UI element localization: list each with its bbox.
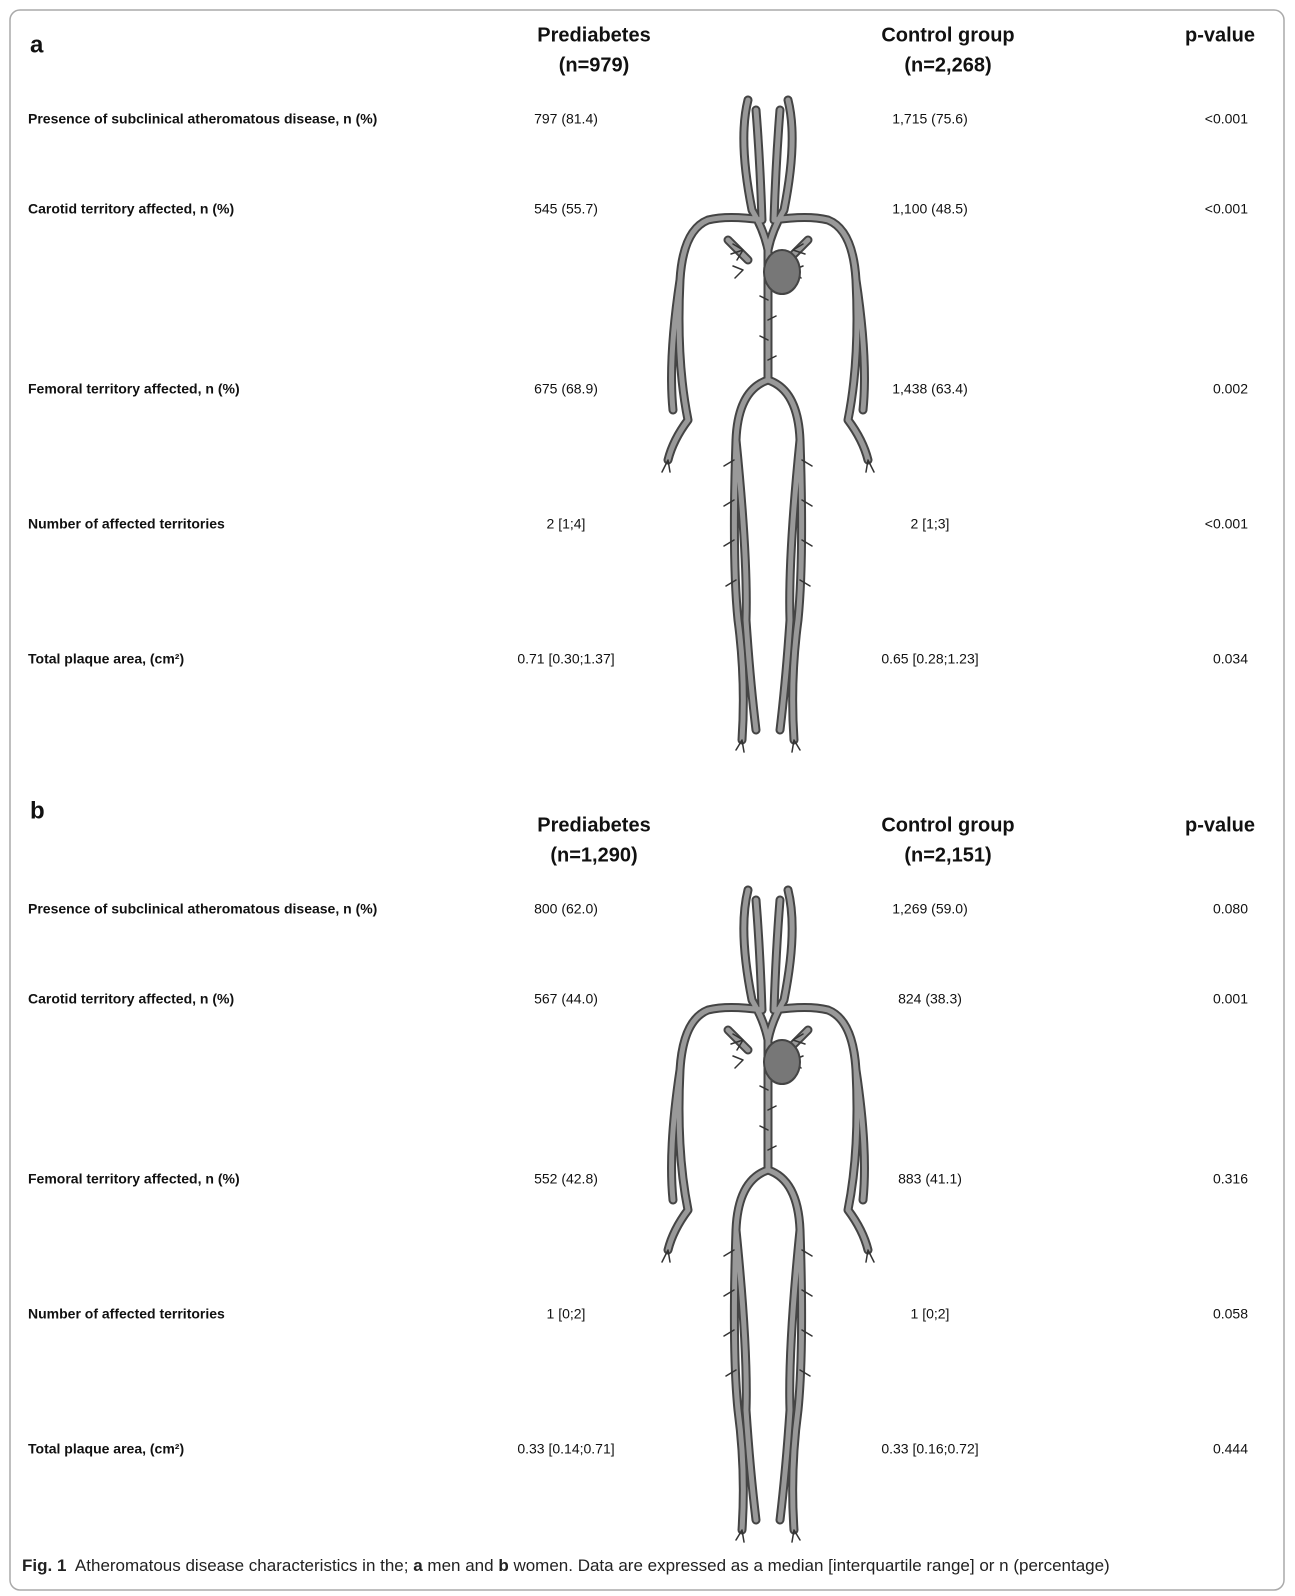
figure: a Prediabetes (n=979) Control group (n=2,268… xyxy=(0,0,1295,1596)
row-label: Carotid territory affected, n (%) xyxy=(28,201,234,217)
caption-label: Fig. 1 xyxy=(22,1556,66,1575)
column-header: (n=2,151) xyxy=(904,844,991,866)
prediabetes-value: 552 (42.8) xyxy=(534,1171,598,1187)
row-label: Femoral territory affected, n (%) xyxy=(28,1171,240,1187)
vascular-illustration xyxy=(662,100,874,752)
p-value: 0.058 xyxy=(1213,1306,1248,1322)
p-value: <0.001 xyxy=(1205,201,1248,217)
panel-label: b xyxy=(30,797,45,824)
control-value: 883 (41.1) xyxy=(898,1171,962,1187)
column-header: (n=979) xyxy=(559,54,630,76)
prediabetes-value: 545 (55.7) xyxy=(534,201,598,217)
column-header: Control group xyxy=(881,814,1014,836)
p-value: 0.316 xyxy=(1213,1171,1248,1187)
panel-label: a xyxy=(30,31,44,58)
control-value: 1,438 (63.4) xyxy=(892,381,968,397)
prediabetes-value: 0.71 [0.30;1.37] xyxy=(517,651,614,667)
prediabetes-value: 800 (62.0) xyxy=(534,901,598,917)
control-value: 824 (38.3) xyxy=(898,991,962,1007)
row-label: Presence of subclinical atheromatous dis… xyxy=(28,901,377,917)
column-header: p-value xyxy=(1185,24,1255,46)
row-label: Number of affected territories xyxy=(28,516,225,532)
caption-text: men and xyxy=(427,1556,493,1575)
p-value: 0.034 xyxy=(1213,651,1248,667)
caption-text: women. Data are expressed as a median [i… xyxy=(513,1556,1109,1575)
column-header: Control group xyxy=(881,24,1014,46)
prediabetes-value: 0.33 [0.14;0.71] xyxy=(517,1441,614,1457)
column-header: p-value xyxy=(1185,814,1255,836)
p-value: 0.080 xyxy=(1213,901,1248,917)
prediabetes-value: 675 (68.9) xyxy=(534,381,598,397)
control-value: 0.33 [0.16;0.72] xyxy=(881,1441,978,1457)
p-value: 0.001 xyxy=(1213,991,1248,1007)
row-label: Total plaque area, (cm²) xyxy=(28,651,184,667)
column-header: (n=1,290) xyxy=(550,844,637,866)
prediabetes-value: 567 (44.0) xyxy=(534,991,598,1007)
prediabetes-value: 2 [1;4] xyxy=(547,516,586,532)
border xyxy=(10,10,1284,1590)
vascular-illustration xyxy=(662,890,874,1542)
column-header: (n=2,268) xyxy=(904,54,991,76)
caption-text: Atheromatous disease characteristics in … xyxy=(75,1556,409,1575)
p-value: <0.001 xyxy=(1205,516,1248,532)
control-value: 1,715 (75.6) xyxy=(892,111,968,127)
prediabetes-value: 1 [0;2] xyxy=(547,1306,586,1322)
page: a Prediabetes (n=979) Control group (n=2,268… xyxy=(0,0,1295,1596)
row-label: Carotid territory affected, n (%) xyxy=(28,991,234,1007)
control-value: 0.65 [0.28;1.23] xyxy=(881,651,978,667)
control-value: 1,100 (48.5) xyxy=(892,201,968,217)
row-label: Total plaque area, (cm²) xyxy=(28,1441,184,1457)
prediabetes-value: 797 (81.4) xyxy=(534,111,598,127)
control-value: 1 [0;2] xyxy=(911,1306,950,1322)
column-header: Prediabetes xyxy=(537,814,650,836)
caption-text: a xyxy=(413,1556,422,1575)
control-value: 1,269 (59.0) xyxy=(892,901,968,917)
p-value: <0.001 xyxy=(1205,111,1248,127)
row-label: Number of affected territories xyxy=(28,1306,225,1322)
control-value: 2 [1;3] xyxy=(911,516,950,532)
row-label: Femoral territory affected, n (%) xyxy=(28,381,240,397)
row-label: Presence of subclinical atheromatous dis… xyxy=(28,111,377,127)
caption-text: b xyxy=(498,1556,508,1575)
caption: Fig. 1 Atheromatous disease characterist… xyxy=(22,1556,1277,1576)
column-header: Prediabetes xyxy=(537,24,650,46)
p-value: 0.002 xyxy=(1213,381,1248,397)
p-value: 0.444 xyxy=(1213,1441,1248,1457)
